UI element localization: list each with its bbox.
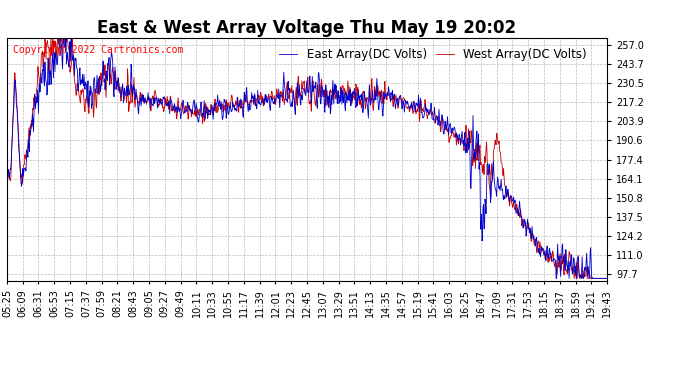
East Array(DC Volts) [264, 100, 272, 105]
West Array(DC Volts) [331, 96, 339, 100]
West Array(DC Volts) [264, 96, 272, 100]
Line: West Array(DC Volts): West Array(DC Volts) [7, 38, 607, 278]
Legend: East Array(DC Volts), West Array(DC Volts): East Array(DC Volts), West Array(DC Volt… [277, 46, 589, 63]
West Array(DC Volts) [570, 276, 578, 280]
East Array(DC Volts) [331, 90, 339, 95]
Title: East & West Array Voltage Thu May 19 20:02: East & West Array Voltage Thu May 19 20:… [97, 20, 517, 38]
East Array(DC Volts) [104, 61, 112, 66]
Text: Copyright 2022 Cartronics.com: Copyright 2022 Cartronics.com [13, 45, 184, 55]
West Array(DC Volts) [83, 94, 91, 98]
Line: East Array(DC Volts): East Array(DC Volts) [7, 38, 607, 278]
West Array(DC Volts) [319, 88, 327, 93]
West Array(DC Volts) [104, 61, 112, 66]
East Array(DC Volts) [206, 108, 214, 112]
West Array(DC Volts) [3, 174, 11, 179]
West Array(DC Volts) [48, 35, 57, 40]
East Array(DC Volts) [552, 276, 560, 280]
East Array(DC Volts) [3, 172, 11, 176]
West Array(DC Volts) [603, 276, 611, 280]
East Array(DC Volts) [83, 100, 91, 105]
East Array(DC Volts) [603, 276, 611, 280]
West Array(DC Volts) [206, 112, 214, 117]
East Array(DC Volts) [55, 35, 63, 40]
East Array(DC Volts) [319, 94, 327, 99]
